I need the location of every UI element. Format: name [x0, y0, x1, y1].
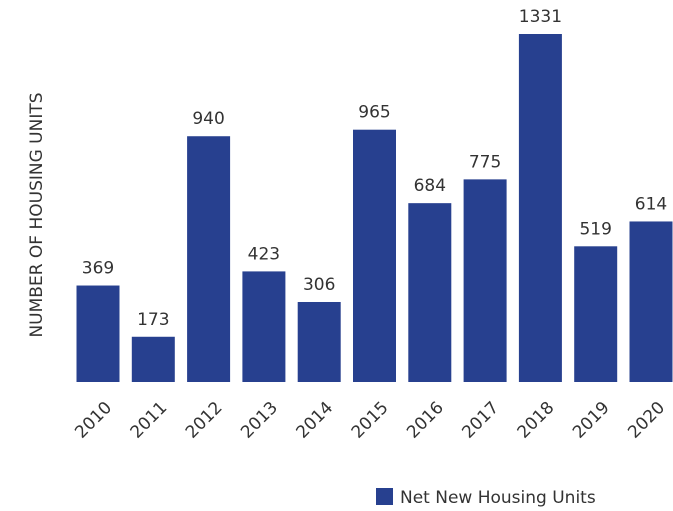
data-label: 684: [414, 176, 446, 196]
bar: [518, 34, 562, 382]
x-tick-label: 2019: [569, 398, 614, 443]
bar: [408, 203, 452, 382]
bar: [187, 136, 231, 382]
legend-swatch: [376, 488, 393, 505]
data-label: 775: [469, 152, 501, 172]
bar: [242, 271, 286, 382]
x-tick-label: 2016: [403, 398, 448, 443]
x-tick-label: 2014: [292, 398, 337, 443]
x-tick-label: 2015: [348, 398, 393, 443]
data-label: 173: [137, 310, 169, 330]
x-tick-label: 2011: [127, 398, 172, 443]
y-axis-label: NUMBER OF HOUSING UNITS: [27, 92, 47, 337]
data-label: 369: [82, 259, 114, 279]
x-tick-label: 2012: [182, 398, 227, 443]
data-label: 965: [358, 103, 390, 123]
legend-label: Net New Housing Units: [400, 488, 596, 508]
data-label: 519: [579, 219, 611, 239]
bar: [353, 129, 396, 382]
bar: [574, 246, 618, 382]
x-tick-label: 2010: [71, 398, 116, 443]
data-label: 1331: [519, 7, 562, 27]
x-tick-label: 2017: [458, 398, 503, 443]
x-tick-label: 2020: [624, 398, 669, 443]
bar: [463, 179, 507, 382]
data-label: 423: [248, 244, 280, 264]
x-tick-label: 2018: [514, 398, 559, 443]
x-tick-label: 2013: [237, 398, 282, 443]
data-label: 614: [635, 194, 667, 214]
bar: [297, 301, 341, 382]
data-label: 306: [303, 275, 335, 295]
bar: [76, 285, 120, 382]
bar: [629, 221, 673, 382]
bar: [131, 336, 175, 382]
data-label: 940: [192, 109, 224, 129]
